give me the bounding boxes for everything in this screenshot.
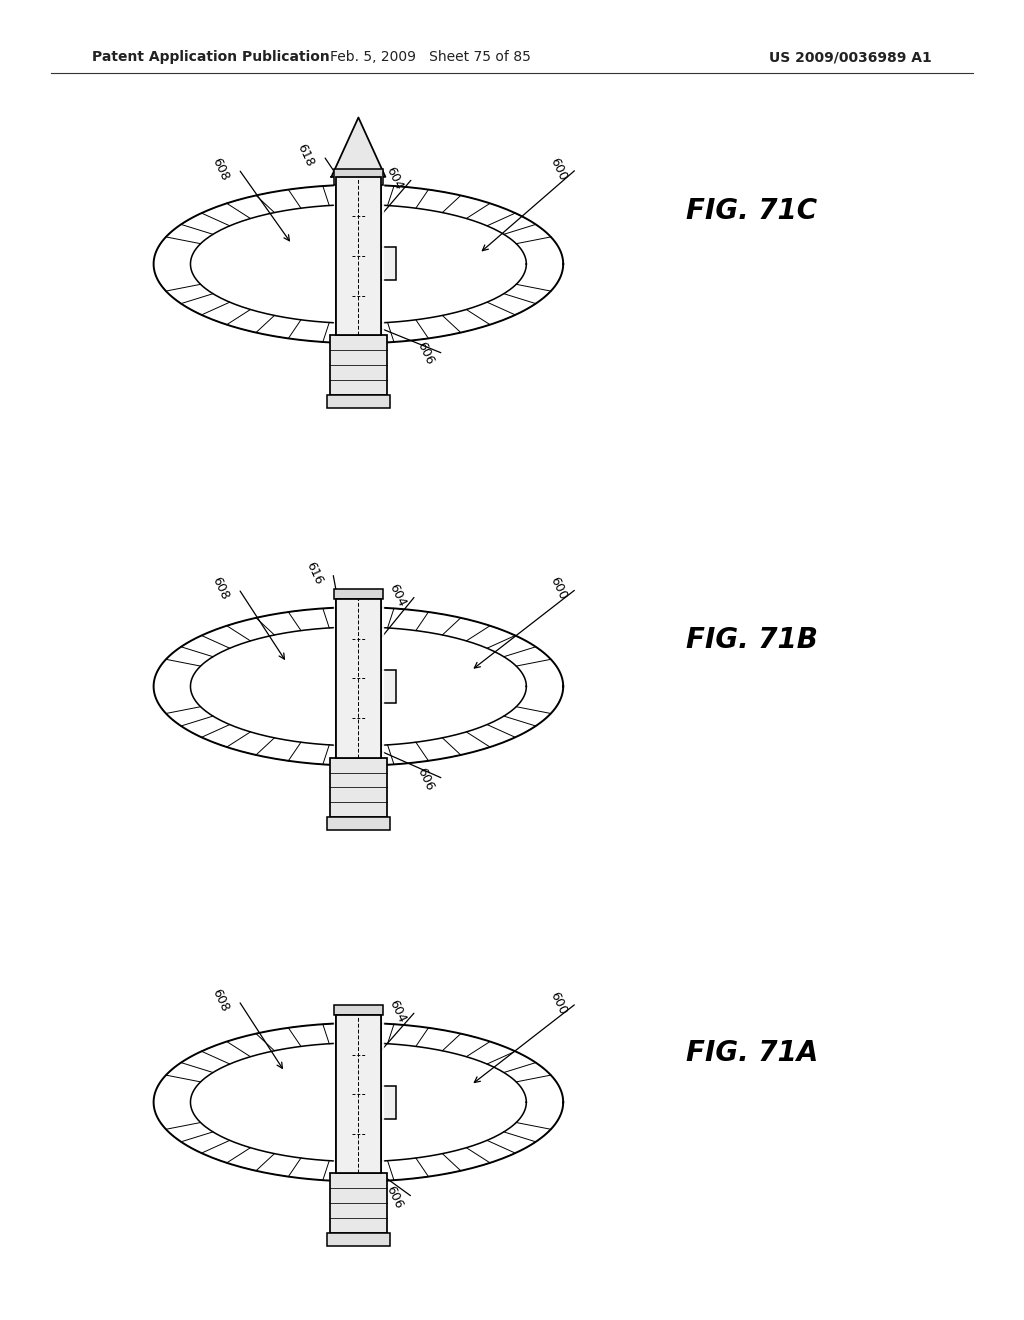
Bar <box>336 1015 381 1173</box>
Bar <box>381 1085 396 1119</box>
Text: 606: 606 <box>414 766 436 792</box>
Text: FIG. 71B: FIG. 71B <box>686 626 818 655</box>
Bar <box>381 671 396 704</box>
Text: 604: 604 <box>383 165 406 191</box>
Bar <box>327 817 390 830</box>
Polygon shape <box>334 599 383 774</box>
Text: FIG. 71C: FIG. 71C <box>686 197 817 226</box>
Text: 618: 618 <box>294 143 316 169</box>
Bar <box>327 395 390 408</box>
Text: 604: 604 <box>386 998 409 1024</box>
Text: 600: 600 <box>547 990 569 1016</box>
Bar <box>336 177 381 335</box>
Bar <box>334 1005 383 1015</box>
Text: 600: 600 <box>547 156 569 182</box>
Text: 606: 606 <box>383 1184 406 1210</box>
Bar <box>327 1233 390 1246</box>
Polygon shape <box>332 117 385 177</box>
Text: 604: 604 <box>386 582 409 609</box>
Bar <box>334 589 383 599</box>
Text: 616: 616 <box>303 560 326 586</box>
Bar <box>336 599 381 758</box>
Text: US 2009/0036989 A1: US 2009/0036989 A1 <box>769 50 932 65</box>
Text: FIG. 71A: FIG. 71A <box>686 1039 818 1068</box>
Text: 608: 608 <box>209 987 231 1014</box>
Text: Feb. 5, 2009   Sheet 75 of 85: Feb. 5, 2009 Sheet 75 of 85 <box>330 50 530 65</box>
Text: 608: 608 <box>209 576 231 602</box>
Bar <box>336 177 381 335</box>
Text: Patent Application Publication: Patent Application Publication <box>92 50 330 65</box>
Bar <box>334 169 383 185</box>
Text: 606: 606 <box>414 341 436 367</box>
Bar <box>330 1173 387 1233</box>
Bar <box>336 599 381 758</box>
Bar <box>330 758 387 817</box>
Bar <box>336 1015 381 1173</box>
Text: 600: 600 <box>547 576 569 602</box>
Polygon shape <box>334 1015 383 1189</box>
Polygon shape <box>334 177 383 351</box>
Bar <box>381 247 396 280</box>
Bar <box>330 335 387 395</box>
Text: 608: 608 <box>209 156 231 182</box>
